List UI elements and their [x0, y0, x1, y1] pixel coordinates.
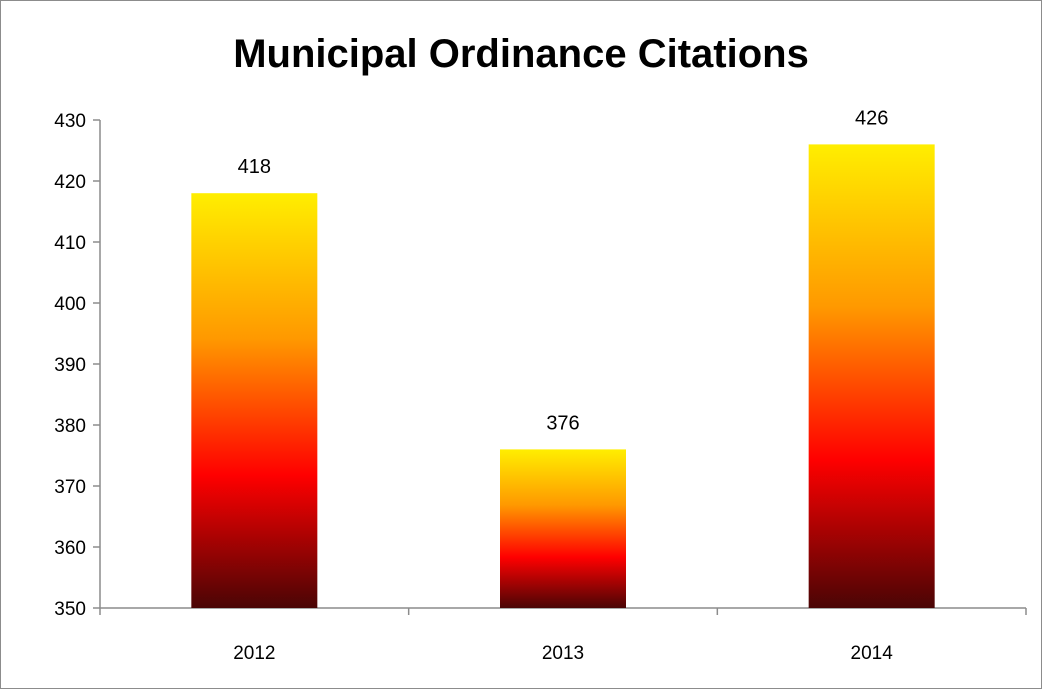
x-tick-label: 2013: [542, 643, 584, 664]
data-label-2012: 418: [238, 156, 271, 178]
data-label-2013: 376: [546, 412, 579, 434]
y-tick-label: 420: [54, 172, 86, 193]
y-tick-label: 400: [54, 294, 86, 315]
y-tick-label: 410: [54, 233, 86, 254]
data-label-2014: 426: [855, 107, 888, 129]
x-tick-label: 2014: [851, 643, 894, 664]
bars: [191, 144, 935, 608]
y-tick-label: 350: [54, 599, 86, 620]
y-tick-label: 370: [54, 477, 86, 498]
y-tick-label: 430: [54, 111, 86, 132]
bar-2013: [500, 449, 626, 608]
x-tick-label: 2012: [233, 643, 275, 664]
y-tick-label: 360: [54, 538, 86, 559]
labels: 418 2012 376 2013 426 2014: [233, 107, 893, 664]
bar-2012: [191, 193, 318, 608]
bar-2014: [808, 144, 935, 608]
y-tick-label: 390: [54, 355, 86, 376]
y-tick-label: 380: [54, 416, 86, 437]
chart-title: Municipal Ordinance Citations: [233, 32, 809, 76]
